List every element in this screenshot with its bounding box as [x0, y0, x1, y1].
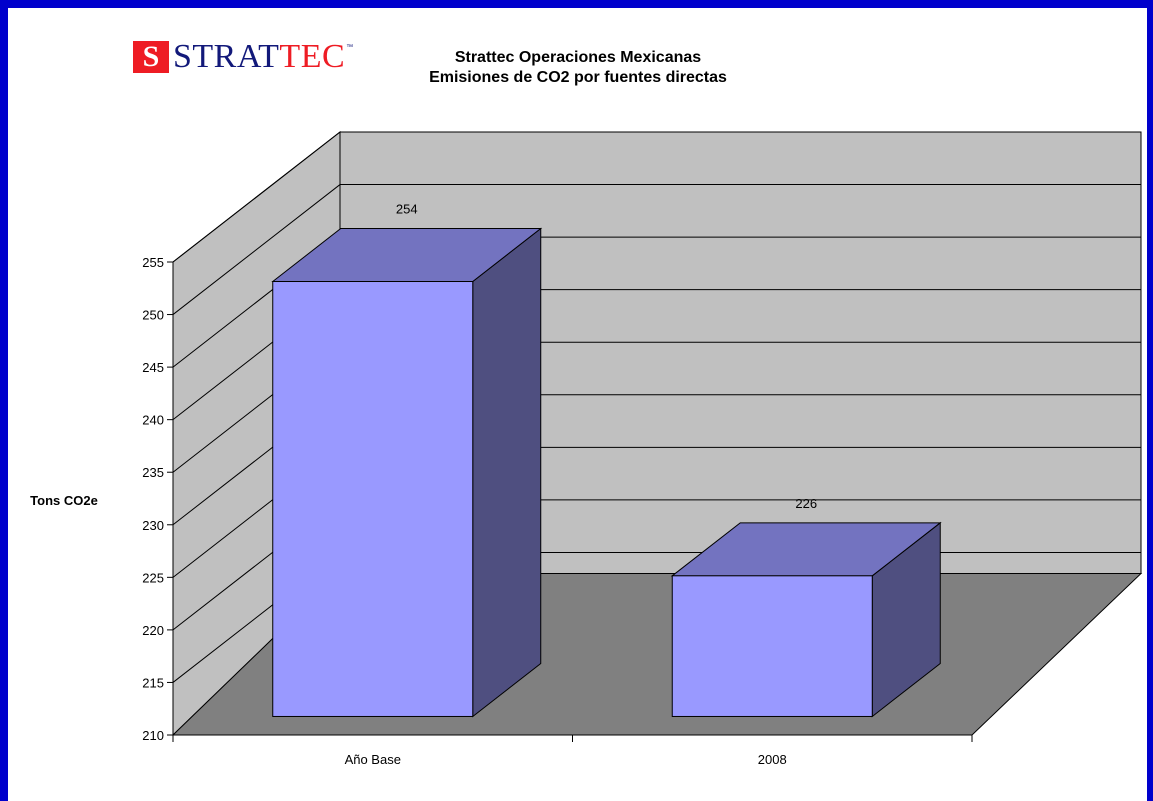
x-tick-label: Año Base [345, 752, 401, 767]
bar-2 [670, 521, 942, 718]
data-label: 254 [396, 202, 418, 217]
y-tick-label: 225 [142, 570, 164, 585]
strattec-logo: S STRATTEC ™ [133, 40, 353, 74]
logo-s-mark: S [133, 41, 169, 73]
y-tick-label: 210 [142, 728, 164, 743]
y-tick-label: 250 [142, 308, 164, 323]
x-tick-label: 2008 [758, 752, 787, 767]
y-tick-label: 220 [142, 623, 164, 638]
logo-trademark: ™ [346, 44, 354, 51]
chart-labels: 254 226 [396, 202, 817, 511]
chart-axes: 210 215 220 225 230 235 240 245 250 255 Año Base 20… [142, 255, 973, 767]
y-tick-label: 255 [142, 255, 164, 270]
chart-bars [271, 227, 942, 718]
bar-1 [271, 227, 543, 718]
y-tick-label: 245 [142, 360, 164, 375]
chart-title: Strattec Operaciones Mexicanas [454, 49, 702, 66]
bar-front-face [671, 575, 873, 717]
y-tick-label: 215 [142, 675, 164, 690]
logo-wordmark: STRATTEC [173, 38, 346, 75]
data-label: 226 [795, 496, 817, 511]
side-gridline [172, 184, 341, 315]
y-axis-label: Tons CO2e [30, 493, 98, 508]
chart-subtitle: Emisiones de CO2 por fuentes directas [429, 69, 727, 86]
bar-side-face [472, 227, 542, 718]
chart-titles: Strattec Operaciones Mexicanas Emisiones… [378, 48, 778, 88]
y-tick-label: 230 [142, 518, 164, 533]
y-tick-label: 240 [142, 413, 164, 428]
bar-front-face [272, 281, 474, 717]
y-tick-label: 235 [142, 465, 164, 480]
side-gridline [172, 131, 341, 263]
